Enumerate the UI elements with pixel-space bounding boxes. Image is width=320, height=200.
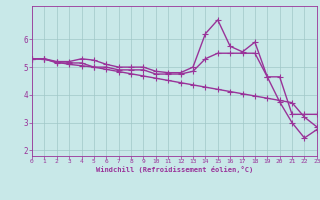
X-axis label: Windchill (Refroidissement éolien,°C): Windchill (Refroidissement éolien,°C) <box>96 166 253 173</box>
